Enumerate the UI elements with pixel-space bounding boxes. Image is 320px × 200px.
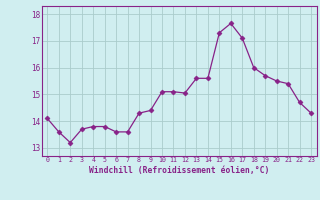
X-axis label: Windchill (Refroidissement éolien,°C): Windchill (Refroidissement éolien,°C)	[89, 166, 269, 175]
